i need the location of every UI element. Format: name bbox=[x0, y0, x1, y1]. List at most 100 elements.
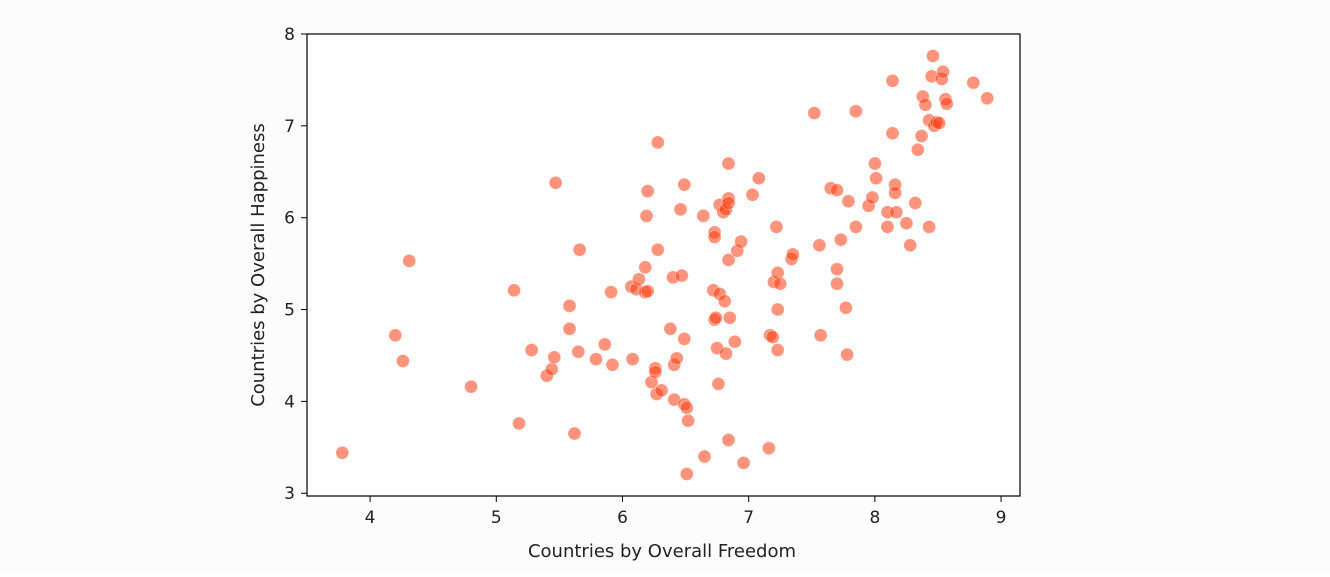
data-point bbox=[388, 328, 403, 343]
y-tick-label: 4 bbox=[284, 392, 295, 412]
data-point bbox=[717, 294, 732, 309]
x-tick-label: 4 bbox=[365, 508, 376, 528]
data-point bbox=[721, 252, 736, 267]
data-point bbox=[673, 202, 688, 217]
points-layer bbox=[335, 49, 995, 481]
y-tick-label: 6 bbox=[284, 209, 295, 229]
data-point bbox=[648, 365, 663, 379]
data-point bbox=[773, 276, 788, 291]
data-point bbox=[751, 171, 766, 186]
data-point bbox=[663, 321, 678, 336]
data-point bbox=[638, 260, 653, 275]
data-point bbox=[640, 184, 655, 199]
data-point bbox=[727, 334, 742, 349]
data-point bbox=[869, 171, 884, 186]
data-point bbox=[677, 177, 692, 192]
data-point bbox=[589, 352, 603, 367]
data-point bbox=[865, 190, 880, 205]
data-point bbox=[830, 262, 844, 277]
data-point bbox=[770, 343, 785, 357]
data-point bbox=[939, 96, 954, 111]
data-point bbox=[880, 219, 895, 234]
data-point bbox=[838, 300, 853, 315]
data-point bbox=[765, 330, 780, 345]
data-point bbox=[640, 284, 655, 299]
data-point bbox=[980, 91, 995, 106]
data-point bbox=[922, 219, 937, 234]
data-point bbox=[770, 302, 785, 317]
data-point bbox=[736, 455, 751, 470]
data-point bbox=[679, 467, 694, 481]
data-point bbox=[547, 350, 562, 365]
x-axis-label: Countries by Overall Freedom bbox=[528, 541, 796, 562]
y-tick-label: 5 bbox=[284, 301, 295, 321]
plot-background bbox=[307, 34, 1020, 496]
data-point bbox=[932, 116, 947, 131]
data-point bbox=[597, 337, 612, 352]
data-point bbox=[464, 379, 479, 394]
data-point bbox=[507, 283, 521, 298]
x-axis-ticks: 4 5 6 7 8 9 bbox=[365, 496, 1007, 528]
data-point bbox=[812, 238, 827, 253]
x-tick-label: 8 bbox=[869, 508, 880, 528]
data-point bbox=[544, 362, 559, 377]
data-point bbox=[936, 64, 950, 79]
data-point bbox=[761, 441, 776, 456]
data-point bbox=[830, 276, 844, 291]
data-point bbox=[908, 196, 923, 210]
data-point bbox=[669, 351, 684, 366]
data-point bbox=[721, 433, 736, 447]
data-point bbox=[910, 142, 925, 157]
data-point bbox=[925, 49, 940, 63]
data-point bbox=[631, 272, 646, 287]
data-point bbox=[604, 285, 619, 300]
data-point bbox=[841, 194, 856, 209]
data-point bbox=[512, 416, 526, 431]
data-point bbox=[567, 426, 582, 441]
data-point bbox=[335, 445, 350, 460]
data-point bbox=[888, 185, 903, 200]
data-point bbox=[840, 347, 855, 362]
data-point bbox=[830, 183, 844, 198]
data-point bbox=[734, 234, 749, 249]
data-point bbox=[572, 242, 587, 257]
data-point bbox=[708, 310, 723, 325]
data-point bbox=[681, 413, 696, 428]
data-point bbox=[867, 156, 882, 171]
data-point bbox=[719, 346, 733, 361]
data-point bbox=[721, 196, 736, 210]
data-point bbox=[639, 208, 654, 223]
data-point bbox=[625, 352, 640, 367]
data-point bbox=[914, 129, 929, 143]
data-point bbox=[721, 156, 736, 171]
data-point bbox=[605, 357, 620, 372]
data-point bbox=[562, 321, 577, 336]
y-axis-label: Countries by Overall Happiness bbox=[248, 123, 269, 407]
y-tick-label: 3 bbox=[284, 484, 295, 504]
data-point bbox=[807, 106, 822, 120]
data-point bbox=[395, 354, 410, 368]
y-axis-ticks: 3 4 5 6 7 8 bbox=[284, 25, 307, 504]
data-point bbox=[650, 135, 665, 150]
data-point bbox=[918, 97, 933, 112]
data-point bbox=[833, 232, 848, 247]
data-point bbox=[677, 331, 692, 346]
data-point bbox=[562, 298, 577, 313]
data-point bbox=[696, 208, 711, 223]
data-point bbox=[402, 253, 417, 268]
data-point bbox=[966, 75, 981, 90]
data-point bbox=[722, 310, 737, 325]
data-point bbox=[885, 126, 900, 141]
data-point bbox=[769, 219, 784, 234]
data-point bbox=[679, 400, 694, 415]
data-point bbox=[674, 268, 689, 283]
x-tick-label: 9 bbox=[996, 508, 1007, 528]
data-point bbox=[889, 205, 904, 220]
data-point bbox=[899, 216, 914, 231]
data-point bbox=[711, 376, 726, 391]
data-point bbox=[707, 230, 722, 244]
y-tick-label: 7 bbox=[284, 117, 295, 137]
data-point bbox=[548, 175, 563, 190]
